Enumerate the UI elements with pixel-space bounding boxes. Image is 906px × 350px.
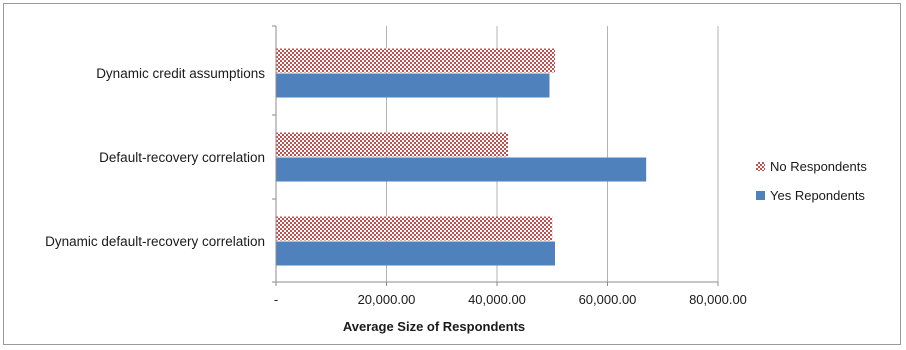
legend: No Respondents Yes Repondents xyxy=(756,159,867,203)
bar-no-respondents xyxy=(276,216,553,241)
x-tick-label: 40,000.00 xyxy=(468,292,526,307)
x-tick-label: - xyxy=(274,292,278,307)
chart-frame: Dynamic credit assumptions Default-recove… xyxy=(3,3,901,345)
category-label: Default-recovery correlation xyxy=(99,150,265,165)
x-tick-label: 60,000.00 xyxy=(579,292,637,307)
legend-label-yes-respondents: Yes Repondents xyxy=(770,188,865,203)
bar-yes-respondents xyxy=(276,157,647,182)
x-tick-label: 20,000.00 xyxy=(358,292,416,307)
legend-swatch-no-respondents xyxy=(756,162,765,171)
x-tick-label: 80,000.00 xyxy=(689,292,747,307)
bar-yes-respondents xyxy=(276,73,550,98)
x-tick-labels: - 20,000.00 40,000.00 60,000.00 80,000.00 xyxy=(274,292,747,307)
legend-item-no-respondents: No Respondents xyxy=(756,159,867,174)
bar-yes-respondents xyxy=(276,241,556,266)
bar-no-respondents xyxy=(276,132,509,157)
legend-item-yes-respondents: Yes Repondents xyxy=(756,188,865,203)
bar-chart: Dynamic credit assumptions Default-recove… xyxy=(45,25,867,334)
bar-no-respondents xyxy=(276,48,556,73)
category-label: Dynamic credit assumptions xyxy=(96,66,265,81)
axes xyxy=(272,25,719,286)
x-axis-title: Average Size of Respondents xyxy=(343,319,525,334)
legend-label-no-respondents: No Respondents xyxy=(770,159,867,174)
legend-swatch-yes-respondents xyxy=(756,191,765,200)
category-labels: Dynamic credit assumptions Default-recove… xyxy=(45,66,265,249)
category-label: Dynamic default-recovery correlation xyxy=(45,234,265,249)
bars xyxy=(276,48,647,266)
